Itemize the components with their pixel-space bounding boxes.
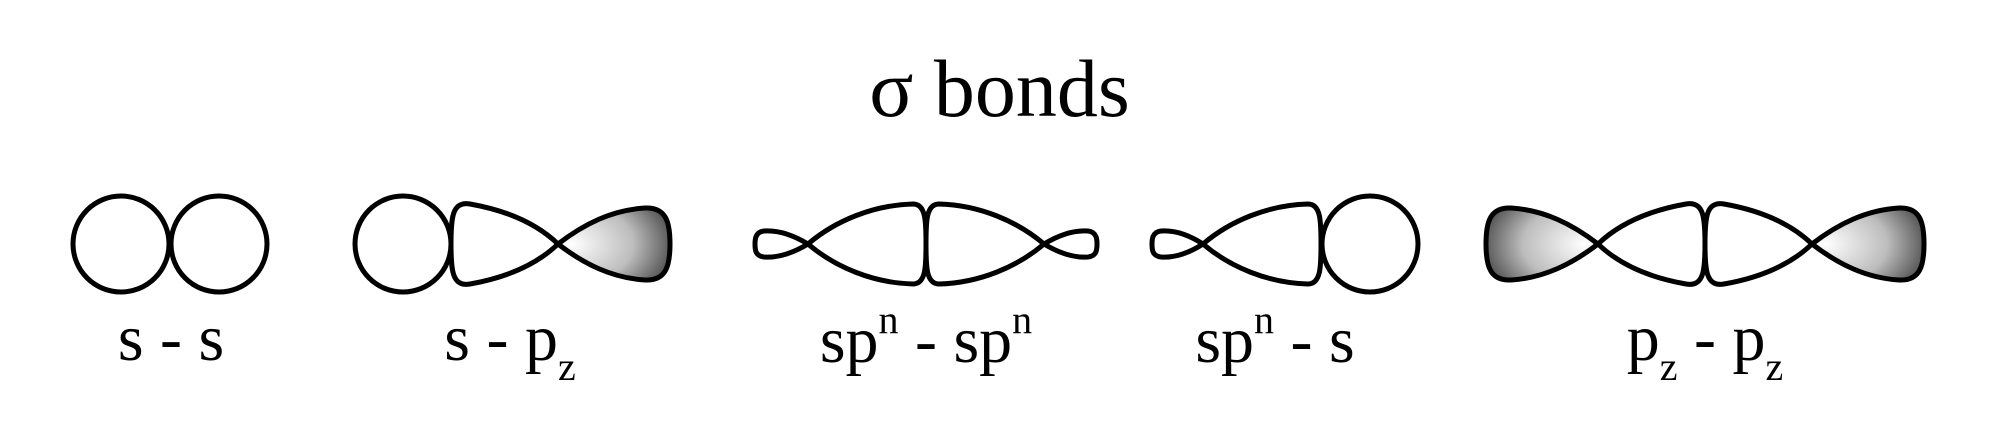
bond-label-spn-s: spn - s bbox=[1195, 297, 1355, 377]
p-lobe-shaded bbox=[1809, 205, 1927, 283]
p-lobe-bonding bbox=[448, 201, 561, 287]
bond-label-s-s: s - s bbox=[117, 302, 225, 375]
bond-pz-pz bbox=[1483, 201, 1927, 287]
bond-spn-s bbox=[1149, 193, 1421, 295]
bond-s-s bbox=[70, 193, 270, 295]
sp-major-lobe bbox=[923, 201, 1047, 287]
sp-major-lobe bbox=[1200, 201, 1324, 287]
bond-s-pz bbox=[352, 193, 673, 295]
bond-label-s-pz: s - pz bbox=[444, 302, 576, 390]
p-lobe-shaded bbox=[555, 205, 673, 283]
p-lobe-bonding bbox=[1702, 201, 1815, 287]
sp-minor-lobe bbox=[1149, 228, 1206, 260]
diagram-title: σ bonds bbox=[869, 43, 1130, 134]
bond-spn-spn bbox=[752, 201, 1100, 287]
s-orbital bbox=[352, 193, 454, 295]
p-lobe-bonding bbox=[1595, 201, 1708, 287]
sp-minor-lobe bbox=[1041, 228, 1100, 260]
sp-minor-lobe bbox=[752, 228, 811, 260]
p-lobe-shaded bbox=[1483, 205, 1601, 283]
s-orbital bbox=[168, 193, 270, 295]
s-orbital bbox=[70, 193, 172, 295]
s-orbital bbox=[1319, 193, 1421, 295]
bond-label-spn-spn: spn - spn bbox=[819, 297, 1033, 377]
sp-major-lobe bbox=[805, 201, 929, 287]
bond-label-pz-pz: pz - pz bbox=[1626, 302, 1784, 390]
